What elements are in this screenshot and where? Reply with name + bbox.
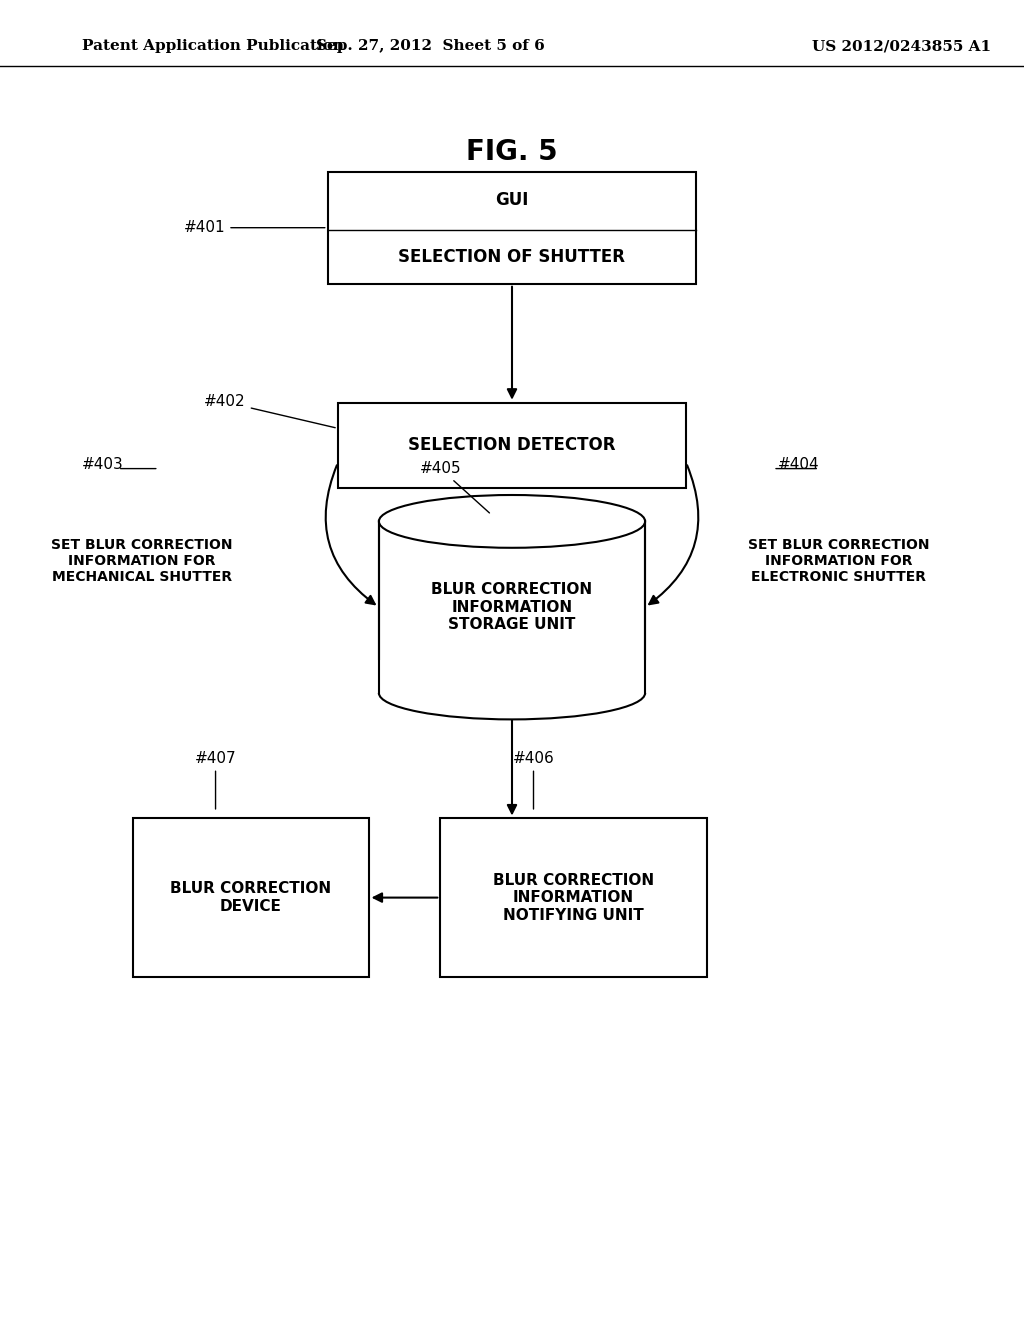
FancyBboxPatch shape <box>338 403 686 488</box>
Text: #403: #403 <box>82 457 124 473</box>
Text: GUI: GUI <box>496 190 528 209</box>
Text: Sep. 27, 2012  Sheet 5 of 6: Sep. 27, 2012 Sheet 5 of 6 <box>315 40 545 53</box>
Text: #404: #404 <box>778 457 820 473</box>
Text: Patent Application Publication: Patent Application Publication <box>82 40 344 53</box>
Text: BLUR CORRECTION
INFORMATION
STORAGE UNIT: BLUR CORRECTION INFORMATION STORAGE UNIT <box>431 582 593 632</box>
Text: #406: #406 <box>513 751 554 809</box>
Text: #405: #405 <box>420 461 489 513</box>
Text: SELECTION OF SHUTTER: SELECTION OF SHUTTER <box>398 248 626 265</box>
Polygon shape <box>374 660 650 693</box>
Text: #402: #402 <box>204 395 335 428</box>
Text: SELECTION DETECTOR: SELECTION DETECTOR <box>409 437 615 454</box>
Text: SET BLUR CORRECTION
INFORMATION FOR
ELECTRONIC SHUTTER: SET BLUR CORRECTION INFORMATION FOR ELEC… <box>748 537 929 585</box>
Text: BLUR CORRECTION
INFORMATION
NOTIFYING UNIT: BLUR CORRECTION INFORMATION NOTIFYING UN… <box>493 873 654 923</box>
FancyBboxPatch shape <box>133 818 369 977</box>
Text: US 2012/0243855 A1: US 2012/0243855 A1 <box>812 40 990 53</box>
FancyBboxPatch shape <box>328 172 696 284</box>
Text: FIG. 5: FIG. 5 <box>466 137 558 166</box>
Ellipse shape <box>379 495 645 548</box>
Text: #407: #407 <box>195 751 237 809</box>
Text: SET BLUR CORRECTION
INFORMATION FOR
MECHANICAL SHUTTER: SET BLUR CORRECTION INFORMATION FOR MECH… <box>51 537 232 585</box>
Ellipse shape <box>379 667 645 719</box>
Polygon shape <box>379 521 645 693</box>
FancyBboxPatch shape <box>440 818 707 977</box>
Text: BLUR CORRECTION
DEVICE: BLUR CORRECTION DEVICE <box>170 882 332 913</box>
Text: #401: #401 <box>183 220 325 235</box>
